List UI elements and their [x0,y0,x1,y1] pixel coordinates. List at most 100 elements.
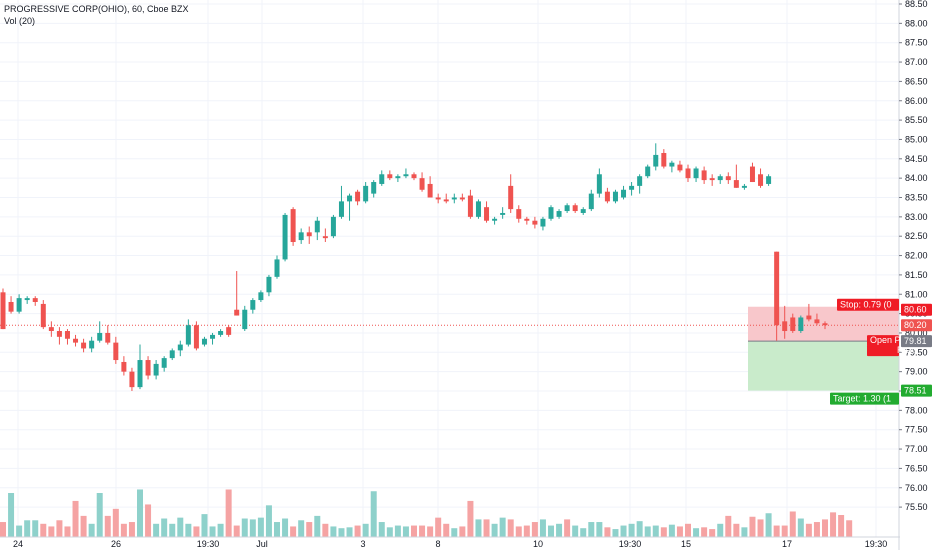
volume-bar [741,527,748,537]
volume-bar [846,520,853,537]
volume-bar [773,525,780,537]
volume-bar [781,525,788,537]
volume-bar [797,518,804,537]
price-tick-label: 82.00 [905,251,928,261]
volume-bar [636,521,643,537]
volume-bar [80,515,87,537]
price-tick-label: 87.50 [905,38,928,48]
price-tick-label: 81.00 [905,289,928,299]
volume-bar [402,526,409,537]
volume-bar [257,517,264,537]
candle-body [379,174,385,184]
volume-bar [354,525,361,537]
volume-bar [515,526,522,537]
volume-bar [217,523,224,537]
candle-body [758,174,764,186]
volume-bar [346,527,353,537]
time-tick-label: 15 [681,539,691,549]
candle-body [653,154,659,167]
candle-body [129,371,135,388]
volume-bar [451,528,458,537]
price-tick-label: 84.50 [905,154,928,164]
volume-bar [56,520,63,537]
volume-bar [330,526,337,537]
volume-bar [104,515,111,537]
volume-bar [177,517,184,537]
price-tick-label: 75.50 [905,502,928,512]
candle-body [685,168,691,179]
price-tick-label: 86.00 [905,96,928,106]
volume-bar [282,518,289,537]
candle-body [161,358,167,368]
volume-bar [419,525,426,537]
candle-body [782,321,788,332]
volume-bar [32,520,39,537]
volume-bar [749,516,756,537]
time-tick-label: 19:30 [619,539,642,549]
volume-bar [209,526,216,537]
volume-bar [201,514,208,537]
candle-body [306,232,312,237]
candle-body [540,218,546,227]
volume-bar [322,523,329,537]
candle-body [572,205,578,212]
target-price-label-bg [901,384,932,397]
candle-body [210,334,216,339]
candle-body [427,183,433,198]
candle-body [347,195,353,202]
candle-body [218,331,224,335]
volume-bar [338,528,345,537]
price-tick-label: 84.00 [905,173,928,183]
volume-bar [644,526,651,537]
candle-body [0,292,6,330]
volume-bar [531,522,538,537]
candle-body [282,214,288,260]
candle-body [548,207,554,219]
volume-bar [822,519,828,537]
volume-bar [693,528,700,537]
volume-bar [813,522,820,537]
candle-body [596,174,602,194]
volume-bar [588,522,595,537]
candle-body [242,309,248,330]
volume-bar [274,522,280,537]
candle-body [612,191,618,202]
open-label: Open P [870,335,901,345]
volume-bar [24,520,31,537]
volume-bar [620,525,627,537]
entry-price-label: 79.81 [904,336,927,346]
candle-body [749,166,755,183]
candle-body [56,331,62,337]
volume-bar [660,527,667,537]
price-tick-label: 76.50 [905,463,928,473]
volume-bar [72,500,79,537]
candle-body [105,332,111,343]
time-tick-label: 8 [435,539,440,549]
volume-bar [685,523,691,537]
volume-bar [16,525,23,537]
volume-bar [435,517,442,537]
candle-body [16,298,22,312]
volume-bar [548,525,554,537]
risk-label-bg [867,345,899,357]
volume-bar [0,522,6,537]
candle-body [395,176,401,179]
price-axis-bg [900,0,932,550]
volume-bar [596,522,603,537]
volume-bar [580,528,587,537]
candle-body [32,298,38,302]
volume-bar [459,526,466,537]
candle-body [226,327,232,335]
time-tick-label: 3 [360,539,365,549]
candle-body [822,323,828,326]
stop-label-bg [837,298,899,311]
volume-bar [701,527,708,537]
volume-bar [604,527,611,537]
candle-body [532,220,538,225]
candle-body [177,344,183,351]
volume-bar [112,508,119,537]
candle-body [717,176,723,181]
open-label-bg [867,335,899,347]
volume-bar [8,493,15,537]
